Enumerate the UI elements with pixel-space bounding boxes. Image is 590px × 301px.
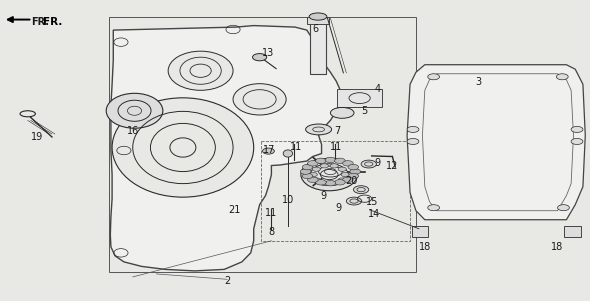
Ellipse shape — [306, 124, 332, 135]
Ellipse shape — [350, 169, 360, 174]
Ellipse shape — [338, 167, 346, 171]
Ellipse shape — [428, 205, 440, 211]
Bar — [307, 17, 329, 24]
Ellipse shape — [302, 164, 313, 170]
Bar — [564, 226, 581, 237]
Ellipse shape — [341, 172, 349, 177]
Ellipse shape — [343, 177, 353, 182]
Ellipse shape — [571, 126, 583, 132]
Bar — [337, 89, 382, 107]
Ellipse shape — [348, 164, 359, 170]
Bar — [310, 20, 326, 74]
Text: 19: 19 — [31, 132, 42, 142]
Ellipse shape — [338, 178, 346, 182]
Ellipse shape — [343, 161, 353, 166]
Text: 12: 12 — [386, 160, 398, 171]
Ellipse shape — [301, 158, 358, 191]
Ellipse shape — [428, 74, 440, 80]
Ellipse shape — [353, 186, 369, 194]
Ellipse shape — [407, 138, 419, 144]
Bar — [109, 17, 416, 272]
Text: 8: 8 — [268, 227, 274, 237]
Text: 9: 9 — [375, 157, 381, 168]
Ellipse shape — [233, 84, 286, 115]
Ellipse shape — [253, 54, 267, 61]
Text: 9: 9 — [336, 203, 342, 213]
Text: 18: 18 — [551, 242, 563, 253]
Ellipse shape — [556, 74, 568, 80]
Ellipse shape — [168, 51, 233, 90]
Text: 7: 7 — [335, 126, 340, 136]
Ellipse shape — [309, 172, 317, 177]
Ellipse shape — [312, 178, 320, 182]
Ellipse shape — [316, 158, 326, 163]
Text: 18: 18 — [419, 242, 431, 253]
Ellipse shape — [348, 173, 359, 179]
Ellipse shape — [361, 160, 376, 168]
Polygon shape — [407, 65, 585, 220]
Ellipse shape — [325, 157, 336, 163]
Ellipse shape — [571, 138, 583, 144]
Ellipse shape — [283, 150, 293, 157]
Ellipse shape — [407, 126, 419, 132]
Ellipse shape — [335, 180, 345, 185]
Text: 5: 5 — [362, 106, 368, 116]
Text: 21: 21 — [229, 205, 241, 215]
Ellipse shape — [325, 181, 336, 186]
Text: FR.: FR. — [43, 17, 63, 27]
Ellipse shape — [263, 148, 274, 154]
Ellipse shape — [307, 161, 318, 166]
Ellipse shape — [346, 197, 362, 205]
Text: 14: 14 — [368, 209, 380, 219]
Text: 11: 11 — [290, 142, 302, 153]
Text: 11: 11 — [265, 208, 277, 218]
Text: 15: 15 — [366, 197, 378, 207]
Polygon shape — [110, 26, 341, 271]
Text: FR.: FR. — [31, 17, 49, 27]
Ellipse shape — [300, 169, 311, 174]
Ellipse shape — [335, 158, 345, 163]
Ellipse shape — [307, 177, 318, 182]
Text: 4: 4 — [375, 84, 381, 94]
Text: 20: 20 — [345, 176, 357, 186]
Ellipse shape — [309, 13, 327, 20]
Ellipse shape — [106, 93, 163, 128]
Text: 2: 2 — [224, 276, 230, 287]
Ellipse shape — [320, 164, 329, 168]
Ellipse shape — [330, 107, 354, 118]
Ellipse shape — [302, 173, 313, 179]
Bar — [412, 226, 428, 237]
Text: 3: 3 — [475, 77, 481, 87]
Ellipse shape — [306, 160, 355, 183]
Ellipse shape — [330, 181, 338, 185]
Bar — [261, 141, 410, 241]
Ellipse shape — [320, 181, 329, 185]
Ellipse shape — [316, 180, 326, 185]
Ellipse shape — [312, 167, 320, 171]
Text: 13: 13 — [263, 48, 274, 58]
Text: 17: 17 — [263, 145, 275, 155]
Text: 9: 9 — [320, 191, 326, 201]
Ellipse shape — [112, 98, 254, 197]
Text: 11: 11 — [330, 142, 342, 153]
Text: 6: 6 — [313, 24, 319, 35]
Ellipse shape — [558, 205, 569, 211]
Text: 10: 10 — [282, 195, 294, 205]
Ellipse shape — [330, 164, 338, 168]
Text: 16: 16 — [127, 126, 139, 136]
